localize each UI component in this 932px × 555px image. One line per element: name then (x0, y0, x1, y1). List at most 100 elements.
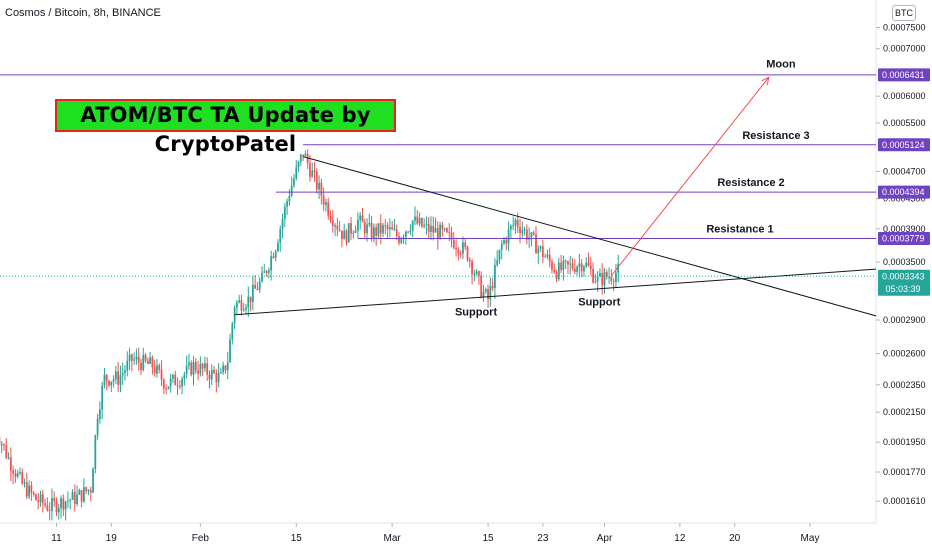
candle-body (535, 234, 537, 253)
candle-body (88, 490, 90, 491)
candle-body (588, 263, 590, 266)
price-tick-label: 0.0002900 (883, 315, 926, 325)
candle-body (170, 379, 172, 387)
candle-body (37, 500, 39, 502)
candle-body (412, 221, 414, 231)
candle-body (259, 281, 261, 290)
candle-body (289, 196, 291, 201)
candle-body (213, 370, 215, 373)
candle-body (5, 445, 7, 457)
candle-body (604, 272, 606, 285)
candle-body (446, 228, 448, 231)
candle-body (40, 494, 42, 502)
candle-body (387, 225, 389, 229)
candle-body (314, 171, 316, 172)
moon-label: Moon (766, 58, 796, 70)
candle-body (99, 409, 101, 419)
candle-body (565, 261, 567, 262)
candle-body (487, 289, 489, 299)
candle-body (435, 228, 437, 233)
price-tick-label: 0.0001610 (883, 496, 926, 506)
time-tick-label: 11 (51, 533, 62, 544)
candle-body (510, 226, 512, 230)
candle-body (167, 387, 169, 389)
candle-body (177, 385, 179, 386)
candle-body (110, 382, 112, 386)
time-tick-label: 19 (106, 533, 118, 544)
currency-badge[interactable]: BTC (892, 5, 916, 21)
candle-body (72, 492, 74, 500)
candle-body (53, 498, 55, 501)
candle-body (133, 359, 135, 360)
candle-body (453, 240, 455, 248)
candle-body (8, 457, 10, 458)
candle-body (608, 277, 610, 278)
candle-body (298, 162, 300, 168)
candle-body (225, 366, 227, 371)
candle-body (126, 361, 128, 370)
price-tick-label: 0.0001950 (883, 437, 926, 447)
time-tick-label: 15 (291, 533, 303, 544)
candle-body (368, 223, 370, 225)
candle-body (460, 254, 462, 255)
candle-body (62, 498, 64, 509)
symbol-title: Cosmos / Bitcoin, 8h, BINANCE (5, 7, 161, 19)
candle-body (371, 223, 373, 238)
candle-body (389, 227, 391, 229)
level-label: Resistance 1 (706, 224, 773, 236)
candle-body (165, 389, 167, 390)
candle-body (229, 339, 231, 362)
candle-body (181, 379, 183, 387)
candle-body (421, 218, 423, 226)
candle-body (592, 269, 594, 282)
candle-body (81, 490, 83, 501)
candle-body (327, 202, 329, 215)
candle-body (94, 435, 96, 469)
candle-body (46, 505, 48, 510)
candle-body (581, 263, 583, 271)
candle-body (245, 307, 247, 309)
candle-body (448, 232, 450, 233)
candle-body (275, 251, 277, 258)
candle-body (302, 155, 304, 156)
candle-body (496, 260, 498, 265)
candle-body (215, 373, 217, 382)
candle-body (396, 229, 398, 236)
candle-body (483, 292, 485, 297)
candle-body (309, 163, 311, 177)
candle-body (204, 363, 206, 368)
candle-body (560, 263, 562, 270)
candle-body (92, 469, 94, 493)
candle-body (318, 183, 320, 190)
candle-body (65, 502, 67, 510)
candle-body (279, 229, 281, 243)
candle-body (553, 270, 555, 273)
candle-body (348, 223, 350, 242)
candle-body (375, 227, 377, 236)
candle-body (339, 230, 341, 231)
candle-body (263, 271, 265, 272)
candle-body (74, 492, 76, 504)
candle-body (547, 255, 549, 257)
candle-body (286, 201, 288, 206)
price-tick-label: 0.0002350 (883, 380, 926, 390)
candle-body (362, 215, 364, 222)
candle-body (615, 273, 617, 282)
candle-body (537, 248, 539, 253)
price-tick-label: 0.0005500 (883, 118, 926, 128)
candle-body (124, 370, 126, 372)
candle-body (131, 355, 133, 361)
time-tick-label: Apr (597, 533, 613, 544)
candle-body (106, 375, 108, 381)
time-tick-label: 15 (482, 533, 494, 544)
time-tick-label: 23 (537, 533, 549, 544)
candle-body (156, 365, 158, 373)
candle-body (195, 362, 197, 371)
level-price-label: 0.0006431 (882, 70, 925, 80)
candle-body (140, 363, 142, 370)
candle-body (503, 240, 505, 244)
price-tick-label: 0.0007500 (883, 22, 926, 32)
candle-body (33, 493, 35, 495)
candle-body (423, 225, 425, 226)
